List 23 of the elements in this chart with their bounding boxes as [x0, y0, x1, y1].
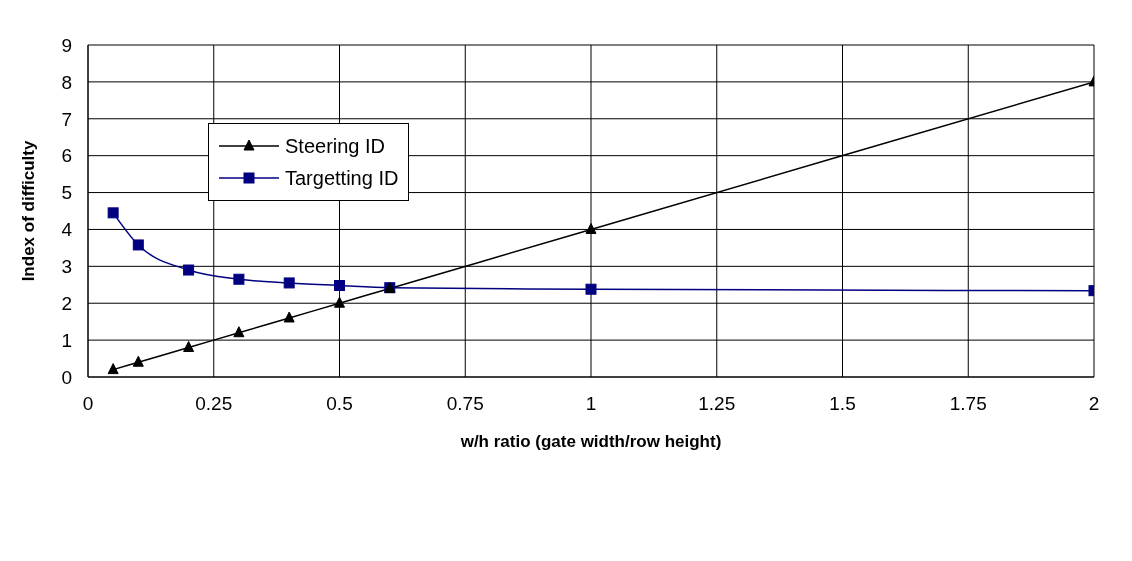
x-tick-label: 0.25 — [195, 393, 233, 415]
y-tick-label: 8 — [61, 71, 72, 93]
y-tick-label: 6 — [61, 145, 72, 167]
x-tick-label: 2 — [1088, 393, 1100, 415]
legend-label: Targetting ID — [285, 166, 399, 190]
x-tick-label: 0.75 — [446, 393, 484, 415]
legend-label: Steering ID — [285, 134, 386, 158]
x-axis-title: w/h ratio (gate width/row height) — [459, 432, 722, 451]
y-tick-label: 2 — [61, 292, 72, 314]
y-tick-label: 7 — [61, 108, 72, 130]
x-tick-label: 0.5 — [326, 393, 353, 415]
y-tick-label: 9 — [61, 34, 72, 56]
y-tick-label: 5 — [61, 182, 72, 204]
y-axis-title: Index of difficulty — [19, 140, 39, 282]
y-tick-label: 3 — [61, 256, 72, 278]
x-tick-label: 1.5 — [829, 393, 856, 415]
x-tick-label: 1.75 — [949, 393, 987, 415]
y-tick-label: 0 — [61, 366, 72, 388]
x-tick-label: 1.25 — [698, 393, 736, 415]
y-tick-label: 4 — [61, 219, 73, 241]
y-tick-label: 1 — [61, 329, 72, 351]
x-tick-label: 0 — [82, 393, 94, 415]
x-tick-label: 1 — [585, 393, 597, 415]
